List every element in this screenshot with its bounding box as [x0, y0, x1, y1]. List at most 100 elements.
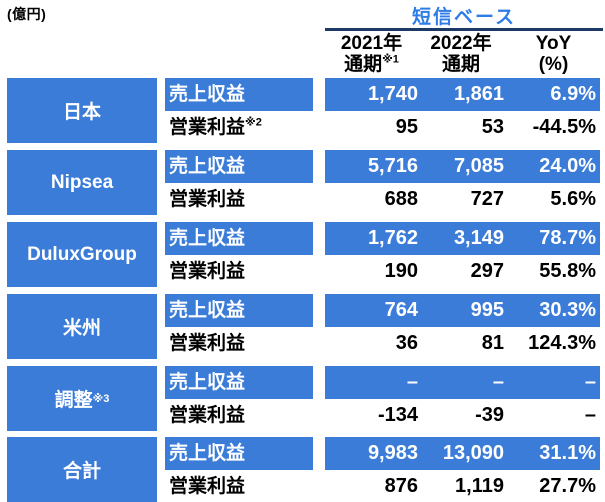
column-header-yoy-label: YoY — [535, 33, 572, 54]
profit-label: 営業利益 — [165, 255, 313, 288]
segment-cell-duluxgroup: DuluxGroup — [7, 222, 157, 287]
value-cell: 31.1% — [539, 442, 596, 464]
value-cell: 95 — [395, 116, 418, 138]
column-header-2021: 2021年 通期※1 — [325, 33, 418, 75]
profit-label-text: 営業利益 — [169, 261, 246, 282]
value-cell: 30.3% — [539, 299, 596, 321]
profit-values-row: -134 -39 – — [325, 399, 600, 432]
value-cell: 13,090 — [442, 442, 504, 464]
revenue-label-text: 売上収益 — [169, 84, 246, 105]
value-cell: 55.8% — [539, 260, 596, 282]
profit-label: 営業利益 — [165, 327, 313, 360]
value-cell: – — [406, 371, 418, 393]
segment-name: 日本 — [62, 102, 101, 123]
segment-name: DuluxGroup — [27, 243, 137, 265]
value-cell: 27.7% — [539, 475, 596, 497]
revenue-label-text: 売上収益 — [169, 443, 246, 464]
value-cell: 53 — [481, 116, 504, 138]
segment-cell-americas: 米州 — [7, 294, 157, 359]
profit-label: 営業利益 — [165, 183, 313, 216]
revenue-label-text: 売上収益 — [169, 228, 246, 249]
value-cell: 5,716 — [367, 155, 418, 177]
value-cell: 36 — [395, 332, 418, 354]
value-cell: 24.0% — [539, 155, 596, 177]
revenue-label: 売上収益 — [165, 150, 313, 183]
profit-label-text: 営業利益 — [169, 333, 246, 354]
revenue-values-row: 1,762 3,149 78.7% — [325, 222, 600, 255]
column-header-year: 2022年 — [430, 33, 492, 54]
segment-name: Nipsea — [50, 171, 114, 193]
profit-label: 営業利益※2 — [165, 111, 313, 144]
segment-cell-adjustments: 調整 ※3 — [7, 366, 157, 431]
revenue-label: 売上収益 — [165, 222, 313, 255]
value-cell: 1,762 — [367, 227, 418, 249]
title-underline — [325, 28, 603, 31]
profit-label-text: 営業利益 — [169, 117, 246, 138]
revenue-values-row: 1,740 1,861 6.9% — [325, 78, 600, 111]
value-cell: 764 — [384, 299, 418, 321]
column-headers: 2021年 通期※1 2022年 通期 YoY (%) — [325, 33, 603, 75]
profit-label: 営業利益 — [165, 399, 313, 432]
value-cell: 81 — [481, 332, 504, 354]
value-cell: 1,740 — [367, 83, 418, 105]
unit-label: (億円) — [7, 6, 47, 22]
profit-values-row: 36 81 124.3% — [325, 327, 600, 360]
value-cell: 297 — [470, 260, 504, 282]
value-cell: -39 — [475, 404, 504, 426]
segment-cell-japan: 日本 — [7, 78, 157, 143]
value-cell: 5.6% — [550, 188, 596, 210]
column-header-2022: 2022年 通期 — [418, 33, 504, 75]
value-cell: 124.3% — [528, 332, 596, 354]
value-cell: 688 — [384, 188, 418, 210]
value-cell: 1,119 — [455, 475, 504, 497]
revenue-values-row: 9,983 13,090 31.1% — [325, 437, 600, 470]
value-cell: 3,149 — [453, 227, 504, 249]
value-cell: – — [584, 371, 596, 393]
revenue-label-text: 売上収益 — [169, 156, 246, 177]
value-cell: – — [492, 371, 504, 393]
revenue-label: 売上収益 — [165, 366, 313, 399]
value-cell: 78.7% — [539, 227, 596, 249]
footnote-marker: ※2 — [245, 116, 262, 129]
profit-label-text: 営業利益 — [169, 476, 246, 497]
revenue-values-row: 764 995 30.3% — [325, 294, 600, 327]
value-cell: -134 — [377, 404, 418, 426]
segment-name: 合計 — [62, 461, 101, 482]
revenue-values-row: – – – — [325, 366, 600, 399]
value-cell: 995 — [470, 299, 504, 321]
profit-label: 営業利益 — [165, 470, 313, 502]
value-cell: 9,983 — [367, 442, 418, 464]
revenue-label-text: 売上収益 — [169, 300, 246, 321]
table-title: 短信ベース — [411, 7, 517, 28]
footnote-marker: ※1 — [382, 53, 399, 66]
revenue-label: 売上収益 — [165, 294, 313, 327]
column-header-period: 通期 — [441, 54, 480, 75]
value-cell: 7,085 — [453, 155, 504, 177]
segment-name: 米州 — [62, 318, 101, 339]
profit-values-row: 876 1,119 27.7% — [325, 470, 600, 502]
profit-values-row: 190 297 55.8% — [325, 255, 600, 288]
value-cell: -44.5% — [532, 116, 596, 138]
value-cell: 6.9% — [550, 83, 596, 105]
segment-name: 調整 — [54, 390, 93, 411]
profit-values-row: 95 53 -44.5% — [325, 111, 600, 144]
value-cell: 876 — [384, 475, 418, 497]
column-header-yoy-unit: (%) — [538, 54, 569, 75]
value-cell: 727 — [470, 188, 504, 210]
segment-cell-total: 合計 — [7, 437, 157, 502]
revenue-label: 売上収益 — [165, 78, 313, 111]
profit-label-text: 営業利益 — [169, 189, 246, 210]
profit-values-row: 688 727 5.6% — [325, 183, 600, 216]
column-header-yoy: YoY (%) — [504, 33, 603, 75]
profit-label-text: 営業利益 — [169, 405, 246, 426]
column-header-period: 通期 — [344, 54, 383, 75]
value-cell: – — [584, 404, 596, 426]
revenue-values-row: 5,716 7,085 24.0% — [325, 150, 600, 183]
value-cell: 190 — [384, 260, 418, 282]
revenue-label: 売上収益 — [165, 437, 313, 470]
column-header-year: 2021年 — [340, 33, 403, 54]
revenue-label-text: 売上収益 — [169, 372, 246, 393]
value-cell: 1,861 — [453, 83, 504, 105]
segment-cell-nipsea: Nipsea — [7, 150, 157, 215]
